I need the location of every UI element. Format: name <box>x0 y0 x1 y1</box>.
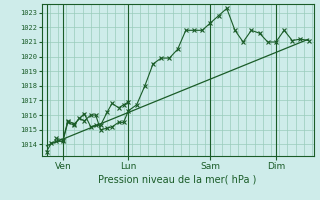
X-axis label: Pression niveau de la mer( hPa ): Pression niveau de la mer( hPa ) <box>99 175 257 185</box>
